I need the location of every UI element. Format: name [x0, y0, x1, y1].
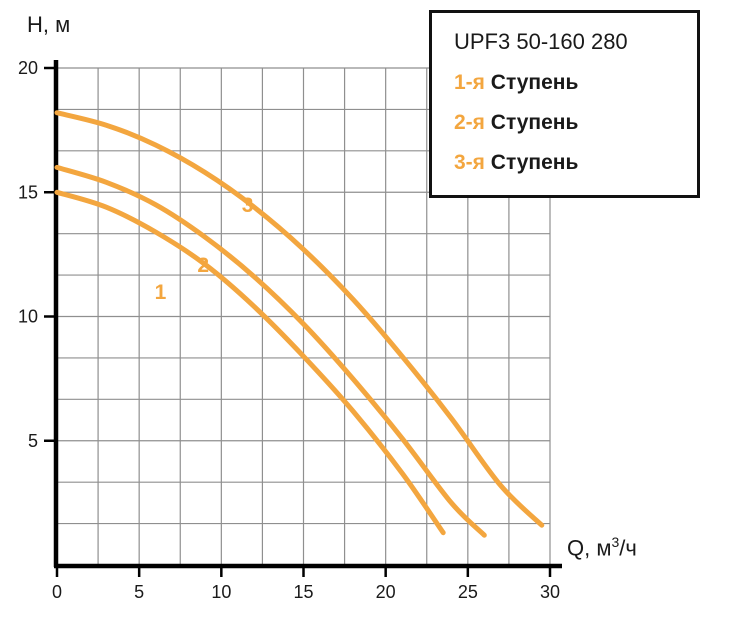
curve-stage-2: [54, 164, 487, 538]
legend-stage-1-number: 1-я: [454, 71, 485, 94]
x-tick-label: 5: [134, 582, 144, 602]
legend-stage-2-number: 2-я: [454, 111, 485, 134]
legend-item-stage-2: 2-я Ступень: [454, 103, 689, 143]
legend-item-stage-3: 3-я Ступень: [454, 143, 689, 183]
legend-stage-3-label: Ступень: [490, 151, 579, 174]
x-tick-label: 25: [458, 582, 478, 602]
x-axis-title-rest: /ч: [619, 535, 637, 561]
x-tick-label: 15: [293, 582, 313, 602]
x-axis-title-sup: 3: [611, 534, 620, 550]
legend-stage-2-label: Ступень: [490, 111, 579, 134]
y-tick-label: 10: [18, 307, 38, 327]
x-tick-label: 0: [52, 582, 62, 602]
legend-item-stage-1: 1-я Ступень: [454, 63, 689, 103]
x-tick-label: 30: [540, 582, 560, 602]
legend: UPF3 50-160 280 1-я Ступень 2-я Ступень …: [429, 10, 700, 198]
curve-stage-1: [54, 189, 446, 536]
curve-stage-3: [54, 110, 545, 528]
y-tick-label: 20: [18, 58, 38, 78]
x-tick-label: 20: [376, 582, 396, 602]
curve-label-3: 3: [242, 194, 254, 217]
curve-label-2: 2: [197, 254, 209, 277]
legend-title: UPF3 50-160 280: [454, 29, 628, 54]
x-tick-label: 10: [211, 582, 231, 602]
x-axis-title-main: Q, м: [567, 535, 612, 561]
x-axis-title: Q, м3/ч: [567, 534, 637, 561]
curve-label-1: 1: [155, 281, 167, 304]
legend-stage-3-number: 3-я: [454, 151, 485, 174]
legend-stage-1-label: Ступень: [490, 71, 579, 94]
y-axis-title: H, м: [27, 12, 71, 37]
y-tick-label: 15: [18, 182, 38, 202]
y-tick-label: 5: [28, 431, 38, 451]
